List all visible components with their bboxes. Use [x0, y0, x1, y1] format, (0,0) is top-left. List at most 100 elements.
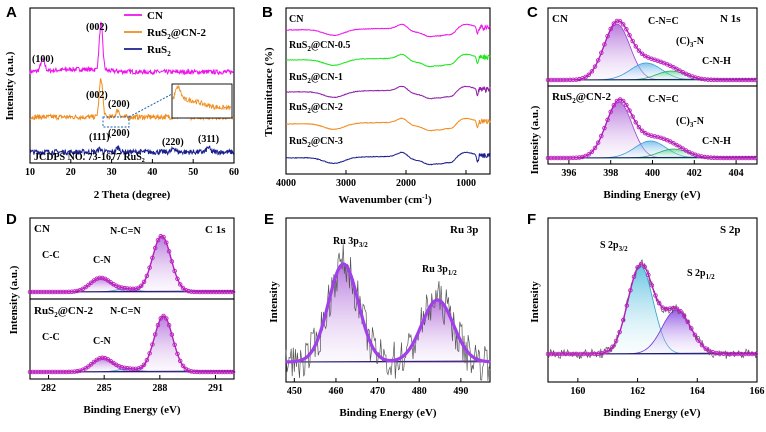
legend-rus2-cn2: RuS2@CN-2 — [147, 27, 206, 41]
xps-data-point — [155, 238, 161, 243]
xps-data-point — [633, 120, 639, 125]
xps-data-point — [228, 369, 233, 375]
xps-data-point — [586, 152, 592, 157]
b-label-rus2-cn1: RuS2@CN-1 — [289, 72, 343, 85]
xps-data-point — [620, 22, 626, 27]
tick-label: 40 — [147, 167, 157, 178]
xps-data-point — [620, 98, 626, 104]
xps-data-point — [605, 33, 610, 39]
xps-data-point — [746, 155, 751, 161]
xps-data-point — [86, 364, 91, 369]
ann-a-200-rus2cn: (200) — [108, 99, 130, 110]
xps-data-point — [158, 234, 163, 239]
d-sample-rus2-cn2: RuS2@CN-2 — [34, 305, 93, 319]
xps-data-point — [55, 369, 61, 375]
tick-label: 396 — [561, 168, 576, 179]
xps-data-point — [552, 77, 557, 83]
tick-label: 282 — [41, 383, 56, 394]
panel-e-xticks: 450 460 470 480 490 — [287, 378, 468, 397]
ftir-series-3 — [285, 117, 491, 132]
xps-data-point — [660, 305, 665, 310]
xps-data-point — [743, 77, 748, 83]
xps-data-point — [208, 369, 214, 375]
xps-data-point — [61, 289, 66, 295]
xps-data-point — [674, 306, 680, 311]
xps-data-point — [177, 358, 183, 364]
panel-d-frame-bottom — [29, 298, 235, 380]
xps-data-point — [50, 289, 55, 295]
ftir-series-0 — [285, 23, 491, 38]
zoom-region-box — [102, 116, 130, 128]
panel-c-xlabel: Binding Energy (eV) — [603, 189, 701, 201]
xps-data-point — [72, 289, 77, 294]
f-label-2p32: S 2p3/2 — [600, 240, 628, 253]
xrd-series-2 — [29, 145, 235, 157]
c-top-label-c3n: (C)3-N — [676, 36, 705, 49]
tick-label: 460 — [328, 386, 343, 397]
xps-data-point — [639, 51, 645, 57]
xps-data-point — [613, 338, 619, 344]
xps-data-point — [627, 32, 632, 38]
xps-data-point — [69, 289, 74, 294]
xps-data-point — [116, 284, 122, 290]
panel-f-ylabel: Intensity — [529, 281, 541, 323]
panel-f-xlabel: Binding Energy (eV) — [603, 407, 701, 419]
xps-data-point — [186, 288, 191, 294]
tick-label: 162 — [630, 386, 645, 397]
xps-data-point — [752, 155, 758, 161]
xps-data-point — [130, 286, 136, 292]
xps-data-point — [194, 289, 200, 295]
tick-label: 480 — [412, 386, 427, 397]
xps-data-point — [696, 338, 701, 343]
xps-data-point — [139, 283, 144, 289]
ftir-series-2 — [285, 85, 491, 100]
xps-data-point — [52, 289, 58, 295]
xps-data-point — [545, 77, 551, 83]
panel-b-curves — [285, 23, 491, 166]
xps-data-point — [172, 342, 177, 347]
zoom-connector — [128, 93, 173, 118]
panel-c-top-fit — [545, 18, 758, 83]
xps-data-point — [706, 348, 712, 354]
e-title: Ru 3p — [450, 224, 478, 236]
xps-data-point — [38, 289, 44, 295]
xps-data-point — [624, 102, 629, 108]
xps-data-point — [180, 363, 186, 369]
d-bot-label-ncn: N-C=N — [110, 306, 141, 317]
xps-data-point — [208, 289, 214, 295]
xps-data-point — [216, 369, 222, 375]
xps-data-point — [638, 261, 644, 267]
xps-data-point — [628, 288, 633, 293]
xps-data-point — [746, 77, 751, 83]
c-sample-cn: CN — [552, 13, 568, 25]
xps-data-point — [570, 77, 576, 83]
ftir-series-1 — [285, 53, 491, 68]
tick-label: 2000 — [396, 178, 416, 189]
xps-data-point — [727, 155, 733, 161]
xps-data-point — [692, 332, 698, 338]
xps-envelope — [286, 262, 490, 364]
xps-data-point — [685, 319, 690, 325]
xps-data-point — [122, 365, 127, 371]
tick-label: 288 — [152, 383, 167, 394]
c-top-label-cnh: C-N-H — [702, 56, 731, 67]
xps-data-point — [605, 117, 610, 123]
d-top-label-cc: C-C — [42, 250, 60, 261]
tick-label: 400 — [645, 168, 660, 179]
panel-e-letter: E — [264, 211, 274, 228]
xps-data-point — [161, 234, 166, 240]
xps-data-point — [147, 351, 152, 356]
xps-data-point — [63, 369, 69, 375]
xps-data-point — [689, 326, 694, 331]
xps-data-point — [52, 369, 58, 375]
c-bot-label-c3n: (C)3-N — [676, 116, 705, 129]
xps-data-point — [191, 369, 197, 375]
xps-data-point — [639, 128, 645, 133]
panel-d-ylabel: Intensity (a.u.) — [8, 265, 20, 334]
panel-b-letter: B — [262, 4, 273, 21]
xps-data-point — [592, 64, 598, 69]
tick-label: 490 — [453, 386, 468, 397]
xps-data-point — [69, 369, 74, 375]
zoom-inset-trace — [172, 84, 231, 111]
tick-label: 291 — [208, 383, 223, 394]
